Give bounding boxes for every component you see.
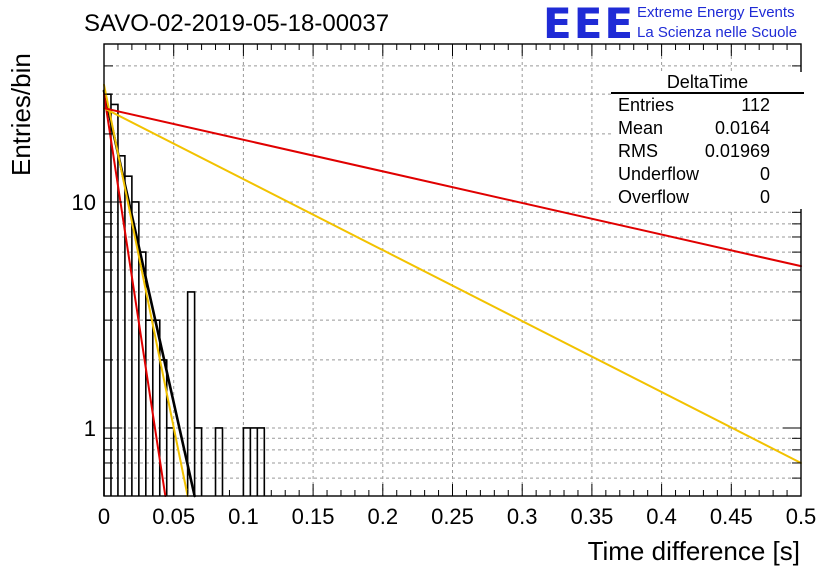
stats-label: Mean xyxy=(618,118,664,138)
stats-label: Underflow xyxy=(618,164,700,184)
stats-value: 0.0164 xyxy=(714,118,770,138)
x-tick-label: 0.4 xyxy=(646,504,677,529)
fit-curve xyxy=(103,83,189,497)
fit-curve xyxy=(103,107,802,268)
y-axis-label: Entries/bin xyxy=(6,53,36,176)
stats-row-entries: Entries 112 xyxy=(611,94,804,117)
histogram-bars xyxy=(103,93,266,496)
x-tick-label: 0.5 xyxy=(786,504,817,529)
x-tick-label: 0.35 xyxy=(570,504,613,529)
stats-row-overflow: Overflow 0 xyxy=(611,186,804,209)
stats-row-mean: Mean 0.0164 xyxy=(611,117,804,140)
logo-line-1: Extreme Energy Events xyxy=(637,4,795,21)
y-tick-label: 1 xyxy=(84,416,96,441)
stats-row-rms: RMS 0.01969 xyxy=(611,140,804,163)
x-tick-label: 0.45 xyxy=(710,504,753,529)
stats-value: 0 xyxy=(759,187,770,207)
stats-value: 112 xyxy=(741,95,770,115)
y-tick-label: 10 xyxy=(72,190,96,215)
fit-curve xyxy=(103,93,167,497)
stats-value: 0.01969 xyxy=(704,141,770,161)
stats-label: RMS xyxy=(618,141,658,161)
plot-title: SAVO-02-2019-05-18-00037 xyxy=(84,10,390,37)
stats-value: 0 xyxy=(759,164,770,184)
stats-box-title: DeltaTime xyxy=(611,72,804,94)
stats-box: DeltaTime Entries 112 Mean 0.0164 RMS 0.… xyxy=(611,72,804,209)
x-tick-label: 0.05 xyxy=(152,504,195,529)
x-tick-label: 0 xyxy=(98,504,110,529)
x-tick-label: 0.15 xyxy=(292,504,335,529)
eee-logo: EEE xyxy=(543,0,636,48)
x-tick-label: 0.25 xyxy=(431,504,474,529)
stats-label: Overflow xyxy=(618,187,690,207)
fit-curve xyxy=(103,107,802,464)
logo-line-2: La Scienza nelle Scuole xyxy=(637,24,798,41)
stats-label: Entries xyxy=(618,95,675,115)
x-axis-label: Time difference [s] xyxy=(587,536,800,566)
x-tick-label: 0.1 xyxy=(228,504,259,529)
x-tick-label: 0.2 xyxy=(368,504,399,529)
x-tick-label: 0.3 xyxy=(507,504,538,529)
stats-row-underflow: Underflow 0 xyxy=(611,163,804,186)
